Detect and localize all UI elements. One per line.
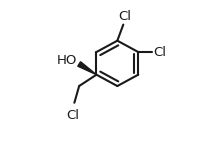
Text: Cl: Cl [66,109,79,122]
Text: Cl: Cl [119,10,132,23]
Polygon shape [78,62,97,75]
Text: HO: HO [57,54,77,67]
Text: Cl: Cl [154,46,167,59]
